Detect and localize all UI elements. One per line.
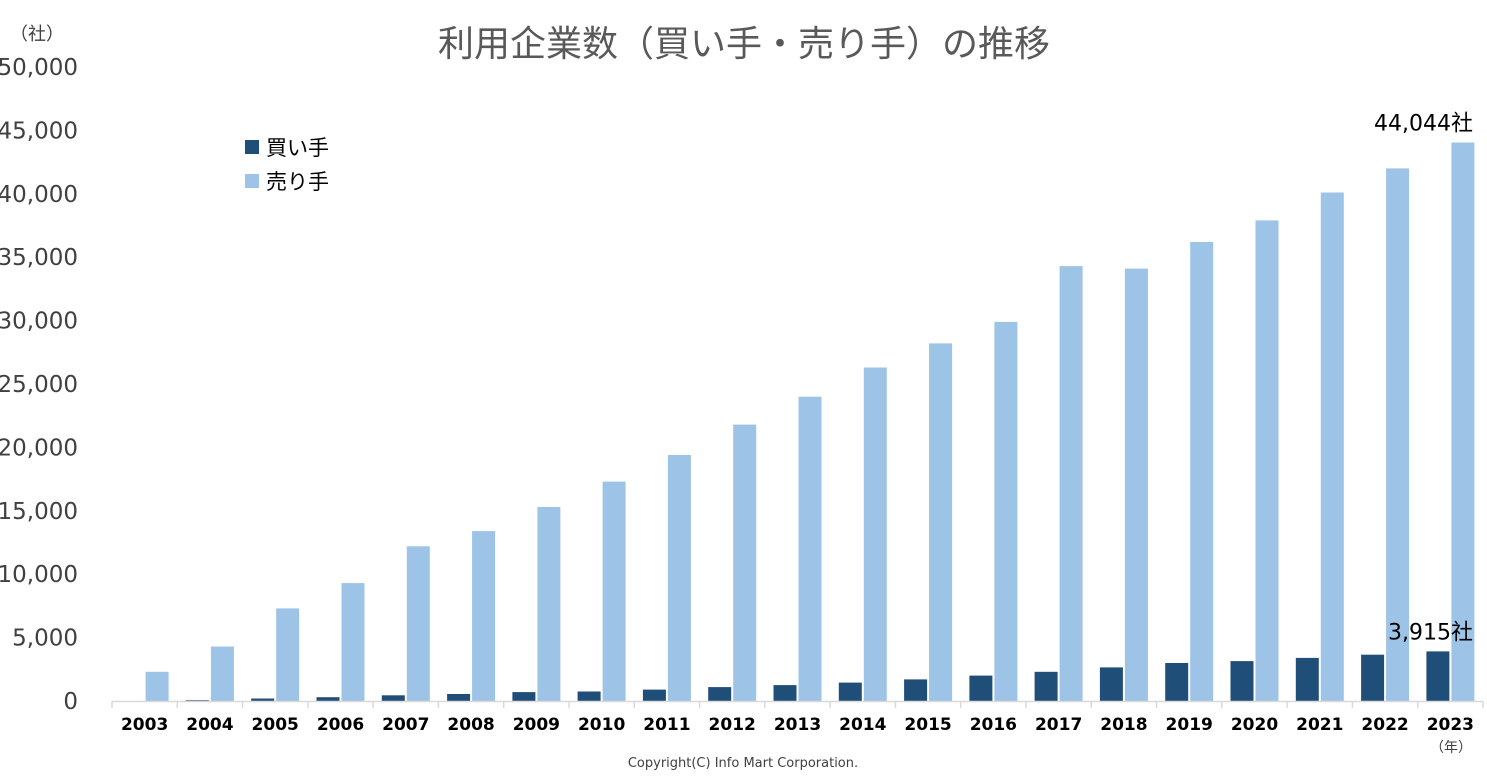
x-tick-label: 2023: [1427, 715, 1474, 735]
data-label-buyer-2023: 3,915社: [1388, 620, 1473, 645]
bar-buyer-2007: [381, 695, 405, 701]
x-tick-label: 2022: [1361, 715, 1408, 735]
x-axis-unit-label: （年）: [1430, 740, 1472, 756]
bar-seller-2004: [210, 646, 234, 701]
copyright-text: Copyright(C) Info Mart Corporation.: [628, 756, 858, 771]
legend-label-seller: 売り手: [266, 170, 329, 194]
bar-buyer-2021: [1295, 657, 1319, 701]
x-tick-label: 2018: [1100, 715, 1147, 735]
x-tick-label: 2016: [970, 715, 1017, 735]
bar-seller-2017: [1059, 266, 1083, 701]
y-tick-label: 0: [63, 689, 78, 715]
bars-group: [145, 142, 1475, 701]
legend-swatch-buyer: [245, 140, 259, 154]
y-tick-label: 50,000: [0, 55, 78, 81]
x-tick-label: 2007: [382, 715, 429, 735]
x-tick-label: 2012: [709, 715, 756, 735]
x-tick-label: 2013: [774, 715, 821, 735]
bar-seller-2021: [1320, 192, 1344, 701]
bar-buyer-2014: [838, 682, 862, 701]
bar-seller-2010: [602, 481, 626, 701]
x-axis-labels: 2003 2004 2005 2006 2007 2008 2009 2010 2011 2012…: [121, 715, 1474, 735]
y-tick-label: 40,000: [0, 182, 78, 208]
data-labels: 44,044社 3,915社: [1374, 112, 1473, 646]
x-tick-label: 2009: [513, 715, 560, 735]
bar-seller-2015: [929, 343, 953, 701]
y-tick-label: 20,000: [0, 435, 78, 461]
bar-seller-2006: [341, 583, 365, 701]
y-tick-label: 30,000: [0, 309, 78, 335]
bar-seller-2013: [798, 396, 822, 701]
x-tick-label: 2015: [904, 715, 951, 735]
y-axis-ticks: 0 5,000 10,000 15,000 20,000 25,000 30,000 35,0…: [0, 55, 78, 715]
x-tick-label: 2010: [578, 715, 625, 735]
bar-buyer-2017: [1034, 671, 1058, 701]
x-tick-label: 2019: [1166, 715, 1213, 735]
data-label-seller-2023: 44,044社: [1374, 112, 1473, 137]
bar-buyer-2015: [904, 679, 928, 701]
x-tick-label: 2006: [317, 715, 364, 735]
y-tick-label: 15,000: [0, 499, 78, 525]
bar-buyer-2008: [447, 694, 471, 701]
bar-buyer-2016: [969, 675, 993, 701]
bar-buyer-2020: [1230, 661, 1254, 701]
bar-buyer-2019: [1165, 663, 1189, 701]
bar-buyer-2013: [773, 685, 797, 701]
bar-buyer-2023: [1426, 651, 1450, 701]
x-tick-label: 2005: [252, 715, 299, 735]
x-tick-label: 2008: [447, 715, 494, 735]
x-tick-label: 2004: [186, 715, 233, 735]
y-tick-label: 5,000: [12, 626, 78, 652]
x-tick-label: 2003: [121, 715, 168, 735]
y-tick-label: 10,000: [0, 562, 78, 588]
y-tick-label: 45,000: [0, 118, 78, 144]
bar-seller-2016: [994, 321, 1018, 701]
bar-seller-2023: [1451, 142, 1475, 701]
y-tick-label: 25,000: [0, 372, 78, 398]
legend-swatch-seller: [245, 174, 259, 188]
bar-seller-2019: [1190, 242, 1214, 701]
x-tick-label: 2014: [839, 715, 886, 735]
bar-buyer-2012: [708, 687, 732, 701]
bar-seller-2018: [1124, 268, 1148, 701]
bar-buyer-2005: [251, 698, 275, 701]
bar-seller-2022: [1386, 168, 1410, 701]
bar-seller-2007: [406, 546, 430, 701]
bar-seller-2020: [1255, 220, 1279, 701]
bar-buyer-2022: [1361, 654, 1385, 701]
bar-seller-2005: [276, 608, 300, 701]
bar-buyer-2010: [577, 691, 601, 701]
bar-buyer-2006: [316, 697, 340, 701]
bar-seller-2014: [863, 367, 887, 701]
bar-buyer-2011: [642, 689, 666, 701]
bar-buyer-2009: [512, 692, 536, 701]
y-axis-unit-label: （社）: [10, 24, 64, 45]
bar-buyer-2004: [185, 700, 209, 701]
x-tick-label: 2017: [1035, 715, 1082, 735]
x-tick-label: 2011: [643, 715, 690, 735]
bar-seller-2003: [145, 671, 169, 701]
legend-label-buyer: 買い手: [266, 136, 329, 160]
bar-buyer-2018: [1099, 667, 1123, 701]
bar-seller-2012: [733, 424, 757, 701]
y-tick-label: 35,000: [0, 245, 78, 271]
chart-title: 利用企業数（買い手・売り手）の推移: [438, 24, 1050, 65]
bar-seller-2008: [472, 531, 496, 701]
bar-seller-2011: [667, 455, 691, 701]
x-tick-label: 2021: [1296, 715, 1343, 735]
bar-seller-2009: [537, 507, 561, 701]
x-tick-label: 2020: [1231, 715, 1278, 735]
x-axis-tick-marks: [111, 701, 1484, 708]
